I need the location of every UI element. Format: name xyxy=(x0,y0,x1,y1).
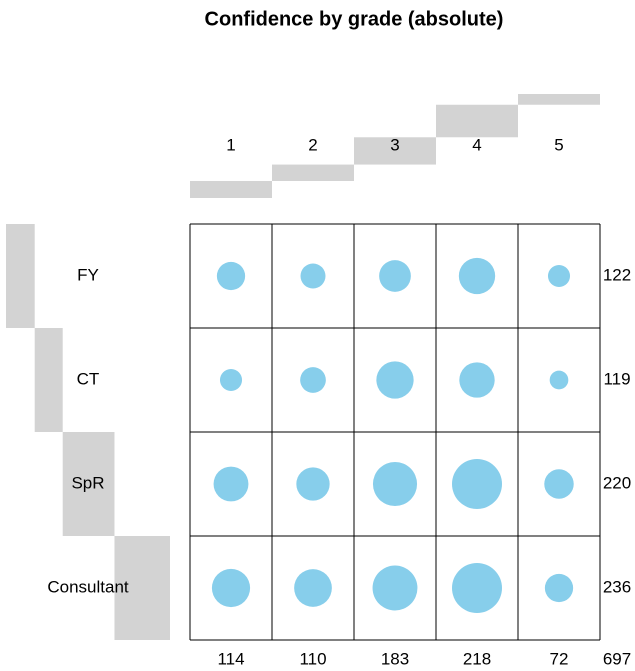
row-margin-bar xyxy=(34,328,63,432)
column-total: 218 xyxy=(463,649,491,668)
row-label: Consultant xyxy=(47,577,129,596)
chart-title: Confidence by grade (absolute) xyxy=(205,8,504,30)
balloon xyxy=(452,459,502,509)
row-total: 119 xyxy=(603,369,630,388)
balloon xyxy=(294,569,332,607)
row-label: FY xyxy=(77,265,99,284)
balloon xyxy=(452,563,502,613)
balloon xyxy=(459,362,495,398)
column-margin-bar xyxy=(518,94,600,105)
column-total: 183 xyxy=(381,649,409,668)
balloon xyxy=(219,368,243,392)
balloon xyxy=(216,261,246,291)
balloon xyxy=(211,568,251,608)
column-margin-bar xyxy=(190,180,272,198)
column-label: 4 xyxy=(472,135,481,154)
row-total: 220 xyxy=(603,473,631,492)
column-margin-bar xyxy=(354,137,436,165)
balloon xyxy=(300,263,326,289)
balloon xyxy=(549,370,569,390)
row-total: 122 xyxy=(603,265,631,284)
column-total: 72 xyxy=(550,649,569,668)
row-label: CT xyxy=(77,369,100,388)
column-margin-bar xyxy=(272,164,354,181)
column-label: 1 xyxy=(226,135,235,154)
row-label: SpR xyxy=(71,473,104,492)
balloon xyxy=(379,260,411,292)
column-label: 5 xyxy=(554,135,563,154)
balloon xyxy=(547,264,571,288)
balloon xyxy=(296,467,330,501)
balloon xyxy=(458,257,496,295)
balloon xyxy=(372,461,418,507)
column-label: 3 xyxy=(390,135,399,154)
column-total: 110 xyxy=(299,649,326,668)
column-margin-bar xyxy=(436,104,518,138)
column-total: 114 xyxy=(217,649,244,668)
row-total: 236 xyxy=(603,577,631,596)
balloon xyxy=(213,466,249,502)
balloon xyxy=(300,367,326,393)
grand-total: 697 xyxy=(603,649,631,668)
balloon xyxy=(544,573,574,603)
row-margin-bar xyxy=(6,224,35,328)
balloon xyxy=(544,469,574,499)
row-margin-bar xyxy=(62,432,115,536)
balloon xyxy=(372,565,418,611)
column-label: 2 xyxy=(308,135,317,154)
row-margin-bar xyxy=(114,536,170,640)
balloon xyxy=(376,361,414,399)
